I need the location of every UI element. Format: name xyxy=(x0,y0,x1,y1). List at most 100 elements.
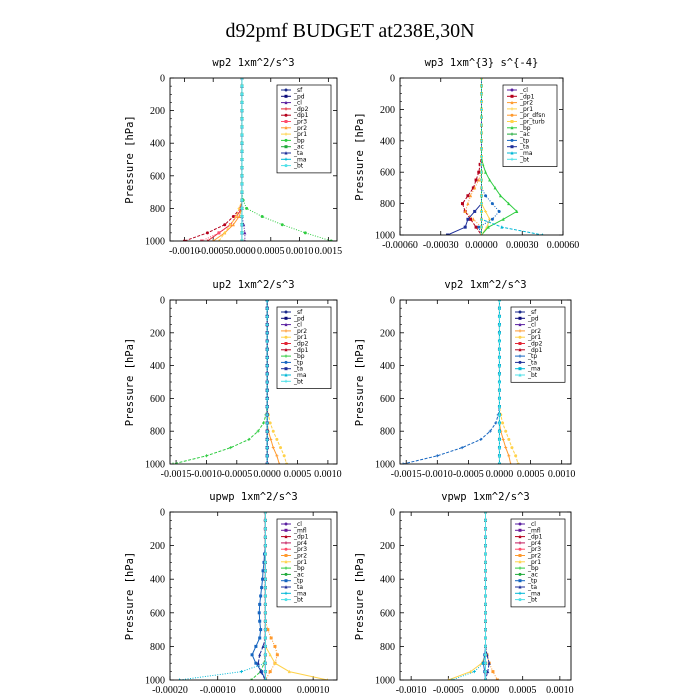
legend-label: _mfl xyxy=(527,527,541,534)
axes-frame xyxy=(399,299,572,465)
data-point-dp1 xyxy=(205,231,209,235)
data-point-bp xyxy=(501,217,505,221)
legend-label: _cl xyxy=(293,100,302,107)
plot-area xyxy=(446,78,544,235)
data-point-bt xyxy=(484,586,487,590)
axes-frame xyxy=(399,77,564,236)
data-point-bt xyxy=(480,170,483,174)
y-tick-label: 0 xyxy=(390,74,395,85)
legend-label: _sf xyxy=(293,309,303,316)
data-point-ta xyxy=(259,669,263,674)
legend-marker xyxy=(284,559,288,564)
data-point-bt xyxy=(484,661,487,665)
x-tick-label: 0.0000 xyxy=(253,469,281,480)
data-point-bp xyxy=(256,429,260,433)
data-point-bp xyxy=(249,678,253,680)
data-point-pr1 xyxy=(228,223,232,227)
data-point-pr2 xyxy=(466,201,470,206)
legend-label: _dp2 xyxy=(293,341,309,348)
data-point-bt xyxy=(497,412,501,417)
data-point-bp xyxy=(488,178,492,182)
legend: _cl_mfl_dp1_pr4_pr3_pr2_pr1_bp_ac_tp_ta_… xyxy=(276,518,332,608)
legend-marker xyxy=(518,598,522,602)
legend-marker xyxy=(284,329,288,333)
legend-label: _pr2 xyxy=(293,125,307,132)
data-point-bt xyxy=(497,388,501,392)
data-point-ta xyxy=(258,652,262,657)
legend-marker xyxy=(518,342,522,345)
data-point-bt xyxy=(497,330,501,335)
legend-label: _cl xyxy=(293,322,302,329)
figure-title: d92pmf BUDGET at238E,30N xyxy=(225,20,474,42)
legend-label: _dp1 xyxy=(293,534,309,541)
legend-marker xyxy=(284,360,288,364)
legend-label: _cl xyxy=(293,521,302,528)
data-point-bt xyxy=(497,396,501,400)
x-tick-label: 0.0005 xyxy=(517,469,545,480)
legend-marker xyxy=(518,591,522,595)
legend-label: _bt xyxy=(293,163,304,170)
y-tick-label: 1000 xyxy=(375,231,395,242)
legend-marker xyxy=(518,566,522,570)
legend-marker xyxy=(284,534,288,539)
data-point-pr1 xyxy=(268,421,272,425)
data-point-bt xyxy=(263,569,267,573)
data-point-bp xyxy=(229,446,233,450)
y-tick-label: 600 xyxy=(150,608,165,619)
y-tick-label: 400 xyxy=(150,575,165,586)
legend-label: _ac xyxy=(293,144,304,151)
legend-label: _bt xyxy=(527,372,538,379)
data-point-pr2 xyxy=(275,653,279,657)
series-line-tp xyxy=(402,300,500,464)
data-point-tp xyxy=(490,217,494,221)
legend-label: _cl xyxy=(527,322,536,329)
data-point-bt xyxy=(265,364,269,368)
panel-4: vp2 1xm^2/s^3 Pressure [hPa] 0 200 400 600 800… xyxy=(354,279,575,480)
data-point-bt xyxy=(263,577,267,581)
data-point-pr1 xyxy=(282,454,286,458)
legend-label: _dp1 xyxy=(519,93,535,100)
legend-label: _tp xyxy=(527,353,537,360)
legend-label: _pr1 xyxy=(519,106,533,113)
legend-label: _pr1 xyxy=(527,334,541,341)
data-point-dp1 xyxy=(474,178,478,182)
data-point-bp xyxy=(247,437,251,441)
legend-label: _pr_dfsn xyxy=(519,112,545,119)
data-point-pr1 xyxy=(469,669,473,674)
plot-area xyxy=(182,78,333,241)
data-point-pr2 xyxy=(509,462,513,464)
axes-frame xyxy=(169,77,338,242)
data-point-pr2 xyxy=(271,446,275,450)
y-tick-label: 0 xyxy=(160,508,165,519)
legend-marker xyxy=(518,579,522,583)
legend-label: _dp1 xyxy=(293,112,309,119)
panel-title: upwp 1xm^2/s^3 xyxy=(209,491,298,503)
x-tick-label: -0.0015 xyxy=(391,469,422,480)
data-point-bt xyxy=(480,202,483,206)
data-point-pr3 xyxy=(200,239,204,241)
legend-label: _pd xyxy=(527,315,539,322)
data-point-bt xyxy=(263,586,267,590)
legend-marker xyxy=(284,342,288,345)
legend-marker xyxy=(510,120,514,123)
data-point-tp xyxy=(401,462,405,464)
legend-label: _dp2 xyxy=(527,341,543,348)
legend-marker xyxy=(284,164,288,168)
legend-label: _pr2 xyxy=(293,553,307,560)
data-point-bt xyxy=(265,396,269,400)
y-tick-label: 400 xyxy=(380,361,395,372)
data-point-bt xyxy=(263,611,267,615)
legend-label: _sf xyxy=(527,309,537,316)
data-point-bt xyxy=(497,347,501,351)
data-point-bt xyxy=(240,158,244,161)
legend: _cl_dp1_pr2_pr1_pr_dfsn_pr_turb_bp_ac_tp… xyxy=(502,84,558,167)
data-point-tp xyxy=(259,594,263,598)
legend-marker xyxy=(518,360,522,364)
legend-marker xyxy=(518,528,522,532)
data-point-bt xyxy=(263,644,267,648)
data-point-dp1 xyxy=(469,217,473,221)
legend-label: _pd xyxy=(293,315,305,322)
legend-label: _ac xyxy=(293,571,304,578)
y-tick-label: 400 xyxy=(150,361,165,372)
data-point-bt xyxy=(265,306,269,310)
